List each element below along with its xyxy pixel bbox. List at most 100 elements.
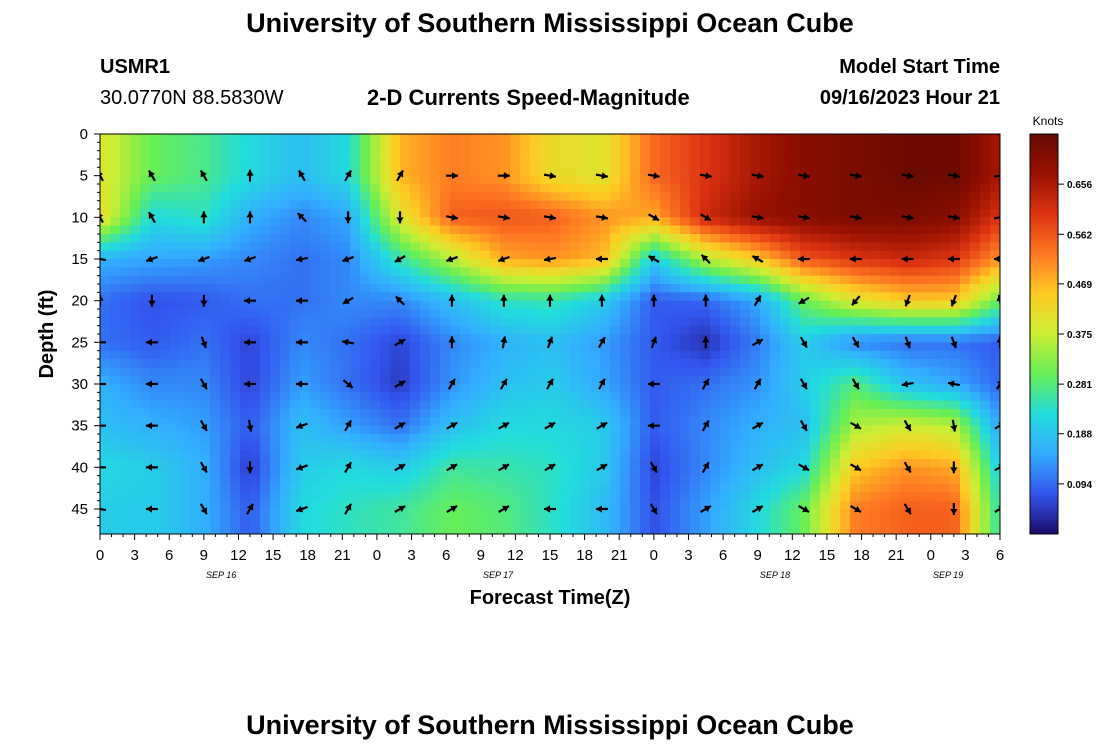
heatmap-cell (910, 467, 921, 477)
heatmap-cell (410, 459, 421, 468)
heatmap-cell (480, 492, 491, 502)
heatmap-cell (180, 350, 191, 360)
heatmap-cell (210, 350, 221, 360)
current-arrow (544, 505, 556, 513)
heatmap-cell (390, 434, 401, 443)
heatmap-cell (220, 392, 231, 402)
heatmap-cell (260, 509, 271, 518)
heatmap-cell (910, 317, 921, 327)
heatmap-cell (170, 225, 181, 235)
heatmap-cell (770, 392, 781, 402)
heatmap-cell (690, 459, 701, 468)
heatmap-cell (510, 259, 521, 268)
heatmap-cell (380, 184, 391, 193)
heatmap-cell (410, 484, 421, 493)
heatmap-cell (490, 275, 501, 285)
heatmap-cell (370, 300, 381, 310)
heatmap-cell (110, 209, 121, 218)
heatmap-cell (450, 142, 461, 152)
heatmap-cell (240, 334, 251, 343)
heatmap-cell (610, 350, 621, 360)
heatmap-cell (300, 309, 311, 318)
heatmap-cell (820, 225, 831, 235)
heatmap-cell (520, 275, 531, 285)
heatmap-cell (440, 484, 451, 493)
heatmap-cell (880, 250, 891, 260)
heatmap-cell (440, 325, 451, 335)
heatmap-cell (730, 142, 741, 152)
heatmap-cell (590, 467, 601, 477)
heatmap-cell (650, 375, 661, 385)
heatmap-cell (330, 184, 341, 193)
heatmap-cell (630, 442, 641, 452)
heatmap-cell (410, 434, 421, 443)
heatmap-cell (620, 259, 631, 268)
heatmap-cell (770, 234, 781, 243)
heatmap-cell (400, 217, 411, 227)
heatmap-cell (240, 417, 251, 427)
heatmap-cell (570, 475, 581, 485)
heatmap-cell (380, 450, 391, 460)
heatmap-cell (990, 242, 1000, 252)
heatmap-cell (390, 192, 401, 202)
heatmap-cell (690, 517, 701, 527)
heatmap-cell (870, 134, 881, 143)
heatmap-cell (450, 259, 461, 268)
heatmap-cell (540, 392, 551, 402)
heatmap-cell (980, 242, 991, 252)
heatmap-cell (870, 284, 881, 293)
heatmap-cell (610, 400, 621, 410)
heatmap-cell (300, 259, 311, 268)
heatmap-cell (400, 459, 411, 468)
heatmap-cell (240, 484, 251, 493)
heatmap-cell (650, 500, 661, 510)
heatmap-cell (180, 150, 191, 160)
heatmap-cell (910, 159, 921, 168)
heatmap-cell (460, 150, 471, 160)
heatmap-cell (600, 275, 611, 285)
heatmap-cell (830, 467, 841, 477)
heatmap-cell (260, 475, 271, 485)
heatmap-cell (380, 142, 391, 152)
heatmap-cell (610, 384, 621, 393)
heatmap-cell (750, 275, 761, 285)
current-arrow (950, 419, 958, 432)
heatmap-cell (460, 134, 471, 143)
current-arrow (595, 505, 608, 513)
heatmap-cell (200, 442, 211, 452)
heatmap-cell (650, 275, 661, 285)
heatmap-cell (710, 284, 721, 293)
heatmap-cell (500, 184, 511, 193)
heatmap-cell (120, 317, 131, 327)
heatmap-cell (810, 209, 821, 218)
heatmap-cell (990, 392, 1000, 402)
heatmap-cell (510, 134, 521, 143)
heatmap-cell (190, 509, 201, 518)
heatmap-cell (230, 334, 241, 343)
heatmap-cell (580, 259, 591, 268)
heatmap-cell (790, 525, 801, 534)
current-arrow (546, 378, 554, 390)
heatmap-cell (780, 292, 791, 302)
heatmap-cell (440, 167, 451, 177)
heatmap-cell (840, 175, 851, 185)
heatmap-cell (930, 300, 941, 310)
heatmap-cell (550, 209, 561, 218)
heatmap-cell (790, 342, 801, 352)
heatmap-cell (860, 375, 871, 385)
heatmap-cell (360, 134, 371, 143)
heatmap-cell (640, 475, 651, 485)
heatmap-cell (390, 250, 401, 260)
heatmap-cell (170, 475, 181, 485)
heatmap-cell (760, 475, 771, 485)
heatmap-cell (920, 259, 931, 268)
heatmap-cell (770, 159, 781, 168)
heatmap-cell (310, 409, 321, 418)
heatmap-cell (500, 450, 511, 460)
heatmap-cell (570, 242, 581, 252)
heatmap-cell (340, 500, 351, 510)
heatmap-cell (520, 217, 531, 227)
heatmap-cell (270, 500, 281, 510)
heatmap-cell (230, 484, 241, 493)
heatmap-cell (970, 150, 981, 160)
